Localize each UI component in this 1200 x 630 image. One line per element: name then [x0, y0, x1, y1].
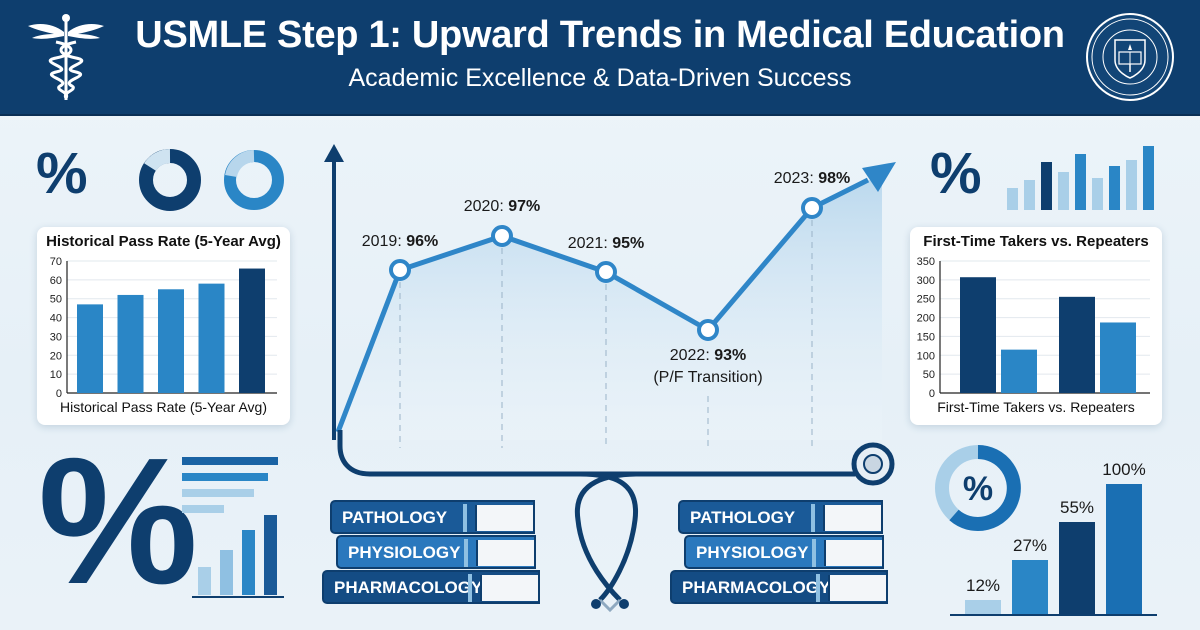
percent-donut-icon: % [935, 445, 1021, 531]
book-spine-label: PATHOLOGY [342, 508, 448, 527]
data-point-label: 2022: 93% [670, 347, 747, 364]
book-spine-label: PHYSIOLOGY [348, 543, 461, 562]
book-spine-label: PHARMACOLOGY [334, 578, 483, 597]
historical-pass-rate-title: Historical Pass Rate (5-Year Avg) [46, 233, 281, 250]
header-banner: USMLE Step 1: Upward Trends in Medical E… [0, 0, 1200, 116]
bar [1059, 296, 1095, 393]
bar [1100, 322, 1136, 393]
percent-symbol-small-right: % [930, 141, 982, 206]
decorative-hbar-and-bar-icons [182, 457, 284, 598]
data-point-marker [491, 225, 513, 247]
first-time-vs-repeaters-card: First-Time Takers vs. Repeaters 0 50 100 15… [910, 227, 1162, 425]
bar [965, 600, 1001, 614]
bar [960, 277, 996, 393]
bar-value-label: 55% [1060, 498, 1094, 517]
book-pathology: PATHOLOGY [330, 500, 535, 534]
y-tick-label: 100 [917, 350, 935, 362]
first-time-vs-repeaters-chart: 0 50 100 150 200 250 300 350 [917, 256, 1150, 400]
data-point-marker [389, 259, 411, 281]
decorative-bar-icons [1007, 146, 1154, 210]
stethoscope-icon [337, 430, 895, 613]
y-tick-label: 40 [50, 313, 62, 325]
historical-pass-rate-chart: 0 10 20 30 40 50 60 70 [50, 256, 277, 400]
data-point-label: 2020: 97% [464, 198, 541, 215]
bar [1106, 484, 1142, 614]
first-time-vs-repeaters-title: First-Time Takers vs. Repeaters [923, 233, 1149, 250]
book-spine-label: PHARMACOLOGY [682, 578, 831, 597]
annotation-label: (P/F Transition) [653, 369, 762, 386]
bar [1001, 349, 1037, 393]
bar [117, 294, 144, 393]
y-tick-label: 70 [50, 256, 62, 268]
svg-text:%: % [963, 470, 993, 508]
y-tick-label: 50 [923, 369, 935, 381]
data-point-marker [697, 319, 719, 341]
data-point-label: 2023: 98% [774, 170, 851, 187]
university-seal-icon [1086, 13, 1174, 101]
y-tick-label: 60 [50, 275, 62, 287]
book-spine-label: PHYSIOLOGY [696, 543, 809, 562]
bar [158, 289, 184, 393]
percent-symbol-large: % [38, 421, 198, 622]
data-point-label: 2021: 95% [568, 235, 645, 252]
book-pharmacology: PHARMACOLOGY [670, 570, 888, 604]
book-spine-label: PATHOLOGY [690, 508, 796, 527]
bar [1012, 560, 1048, 614]
bar-value-label: 27% [1013, 536, 1047, 555]
growth-bar-chart: 12% 27% 55% 100% [950, 460, 1157, 616]
page-title: USMLE Step 1: Upward Trends in Medical E… [135, 14, 1065, 56]
book-physiology: PHYSIOLOGY [336, 535, 536, 569]
first-time-vs-repeaters-xlabel: First-Time Takers vs. Repeaters [937, 399, 1135, 415]
bar [1059, 522, 1095, 614]
y-tick-label: 50 [50, 294, 62, 306]
y-tick-label: 150 [917, 331, 935, 343]
y-tick-label: 300 [917, 275, 935, 287]
bar [198, 283, 225, 393]
y-tick-label: 200 [917, 313, 935, 325]
y-tick-label: 350 [917, 256, 935, 268]
data-point-label: 2019: 96% [362, 233, 439, 250]
book-physiology: PHYSIOLOGY [684, 535, 884, 569]
page-subtitle: Academic Excellence & Data-Driven Succes… [348, 64, 852, 92]
y-tick-label: 30 [50, 331, 62, 343]
bar-value-label: 100% [1102, 460, 1145, 479]
y-tick-label: 0 [929, 388, 935, 400]
bar [239, 268, 265, 393]
y-tick-label: 20 [50, 350, 62, 362]
book-pharmacology: PHARMACOLOGY [322, 570, 540, 604]
data-point-marker [595, 261, 617, 283]
donut-chart-icon [139, 149, 201, 211]
y-tick-label: 250 [917, 294, 935, 306]
percent-symbol-small-left: % [36, 141, 88, 206]
arrow-up-icon [862, 162, 896, 192]
donut-chart-icon-light [224, 150, 284, 210]
historical-pass-rate-card: Historical Pass Rate (5-Year Avg) 0 10 20 3… [37, 227, 290, 425]
pass-rate-trend-chart: 2019: 96% 2020: 97% 2021: 95% 2022: 93% (P/F… [324, 144, 896, 448]
bar-value-label: 12% [966, 576, 1000, 595]
bar [77, 304, 103, 393]
historical-pass-rate-xlabel: Historical Pass Rate (5-Year Avg) [60, 399, 267, 415]
caduceus-icon [28, 14, 104, 100]
data-point-marker [801, 197, 823, 219]
y-tick-label: 0 [56, 388, 62, 400]
book-pathology: PATHOLOGY [678, 500, 883, 534]
y-tick-label: 10 [50, 369, 62, 381]
